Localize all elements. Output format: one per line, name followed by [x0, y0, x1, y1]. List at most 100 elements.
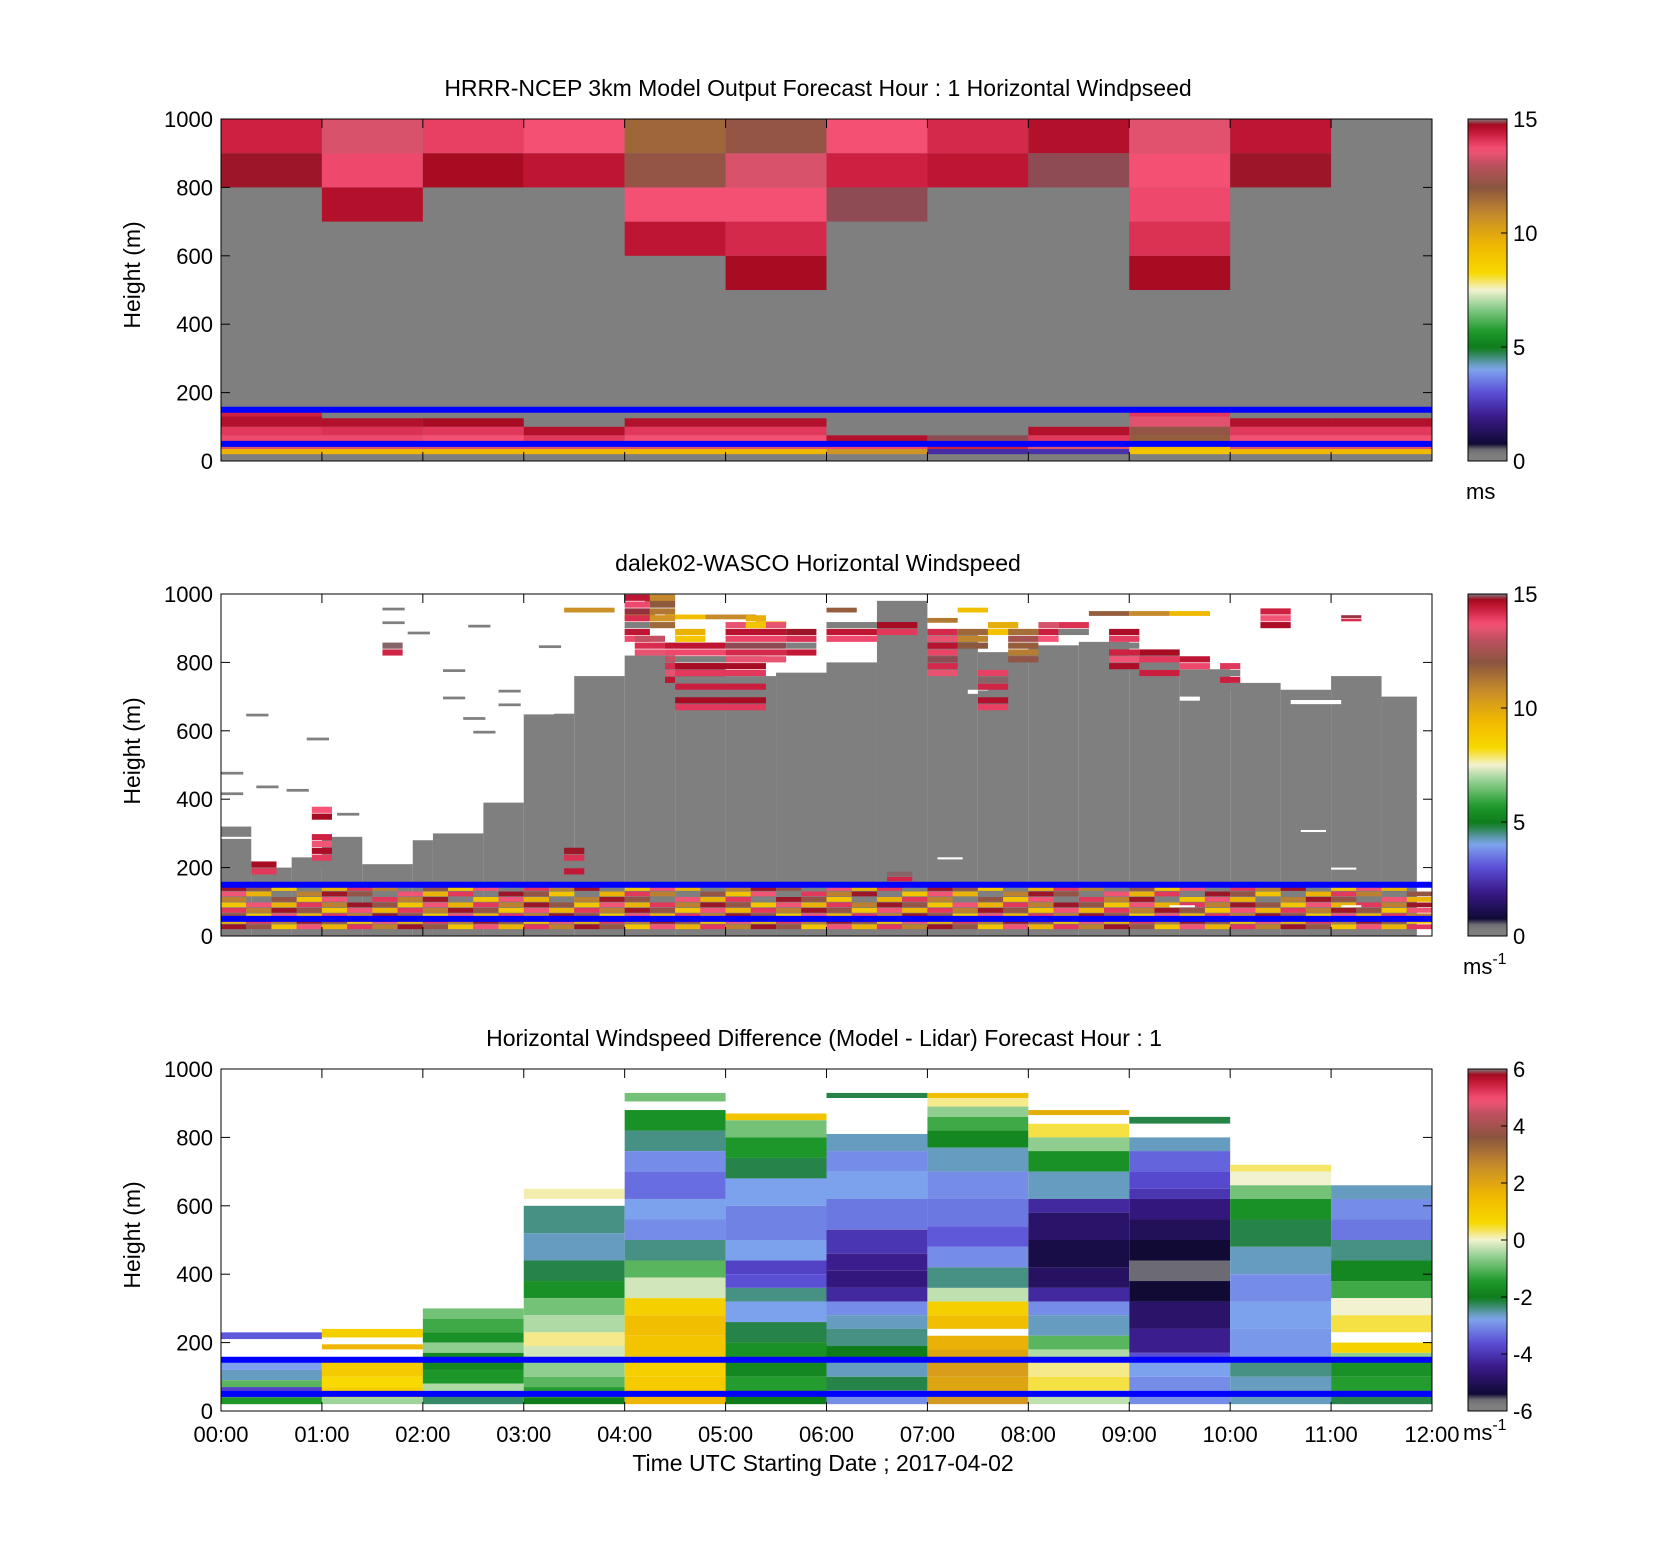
heatmap-cell	[1053, 891, 1079, 897]
colorbar-tick-label: 2	[1513, 1171, 1525, 1196]
heatmap-cell	[1104, 907, 1130, 913]
heatmap-cell	[725, 1113, 827, 1121]
heatmap-cell	[1109, 656, 1140, 663]
heatmap-cell	[725, 221, 827, 256]
heatmap-cell	[776, 886, 802, 891]
heatmap-cell	[725, 886, 751, 891]
heatmap-cell	[624, 615, 650, 622]
heatmap-cell	[564, 854, 585, 861]
heatmap-cell	[876, 628, 918, 636]
heatmap-cell	[523, 1376, 625, 1388]
heatmap-cell	[952, 886, 978, 891]
heatmap-cell	[1104, 924, 1130, 930]
heatmap-cell	[321, 1328, 423, 1338]
heatmap-cell	[1305, 913, 1332, 919]
heatmap-cell	[902, 913, 928, 919]
heatmap-cell	[1139, 656, 1180, 663]
heatmap-cell	[1230, 1359, 1332, 1377]
heatmap-cell	[221, 1397, 322, 1405]
heatmap-cell	[1169, 611, 1210, 616]
heatmap-cell	[422, 418, 524, 427]
heatmap-cell	[523, 1205, 625, 1234]
heatmap-cell	[1230, 924, 1256, 930]
heatmap-cell	[1255, 924, 1281, 930]
heatmap-cell	[1331, 1198, 1432, 1220]
heatmap-cell	[422, 426, 524, 436]
heatmap-cell	[564, 875, 585, 882]
heatmap-cell	[1003, 891, 1029, 897]
heatmap-cell	[422, 119, 524, 154]
heatmap-cell	[1381, 907, 1407, 913]
heatmap-cell	[221, 416, 322, 427]
heatmap-cell	[1204, 907, 1231, 913]
heatmap-cell	[1230, 435, 1332, 444]
heatmap-cell	[1331, 1315, 1432, 1333]
colorbar-tick-label: 0	[1513, 449, 1525, 474]
heatmap-cell	[1179, 913, 1205, 919]
heatmap-cell	[448, 891, 474, 897]
heatmap-cell	[1003, 924, 1029, 930]
heatmap-cell	[826, 1376, 928, 1391]
heatmap-cell	[876, 886, 903, 891]
heatmap-cell	[1078, 913, 1105, 919]
heatmap-cell	[422, 449, 524, 455]
colorbar-tick-label: 10	[1513, 696, 1537, 721]
heatmap-cell	[725, 1301, 827, 1323]
heatmap-cell	[624, 187, 726, 222]
heatmap-cell	[1260, 615, 1291, 622]
heatmap-cell	[624, 119, 726, 154]
colorbar-unit-label: ms-1	[1463, 951, 1507, 979]
heatmap-cell	[927, 153, 1029, 188]
heatmap-cell	[1230, 897, 1256, 902]
heatmap-cell	[1028, 1110, 1130, 1116]
heatmap-cell	[1058, 622, 1089, 629]
heatmap-cell	[1381, 902, 1407, 908]
heatmap-cell	[725, 649, 787, 656]
heatmap-cell	[927, 1376, 1029, 1391]
heatmap-cell	[564, 847, 585, 854]
heatmap-cell	[448, 886, 474, 891]
heatmap-cell	[1280, 907, 1306, 913]
heatmap-cell	[1230, 1274, 1332, 1302]
data-gap	[221, 1346, 322, 1360]
panel-lidar: dalek02-WASCO Horizontal Windspeed 0 200 4…	[119, 550, 1537, 979]
heatmap-cell	[826, 635, 877, 642]
heatmap-cell	[221, 886, 247, 891]
heatmap-cell	[523, 1359, 625, 1377]
heatmap-cell	[523, 897, 549, 902]
heatmap-cell	[1003, 907, 1029, 913]
heatmap-cell	[927, 1171, 1029, 1199]
heatmap-cell	[624, 1151, 726, 1172]
heatmap-cell	[705, 614, 756, 620]
heatmap-cell	[221, 119, 322, 154]
colorbar-tick-label: 10	[1513, 221, 1537, 246]
heatmap-cell	[927, 1267, 1029, 1288]
heatmap-cell	[1003, 902, 1029, 908]
heatmap-cell	[927, 663, 958, 670]
heatmap-cell	[221, 924, 247, 930]
heatmap-cell	[851, 913, 877, 919]
heatmap-cell	[1341, 615, 1362, 618]
heatmap-cell	[1331, 1352, 1432, 1360]
heatmap-cell	[624, 902, 650, 908]
heatmap-cell	[1331, 924, 1357, 930]
heatmap-cell	[548, 886, 575, 891]
heatmap-cell	[675, 902, 701, 908]
heatmap-cell	[1406, 913, 1432, 919]
heatmap-cell	[397, 897, 423, 902]
y-tick-label: 0	[201, 924, 213, 949]
heatmap-cell	[665, 642, 726, 649]
heatmap-cell	[801, 897, 827, 902]
data-gap	[1290, 700, 1321, 705]
heatmap-cell	[927, 656, 958, 663]
heatmap-cell	[750, 886, 777, 891]
missing-data-strip	[306, 737, 329, 741]
heatmap-cell	[548, 913, 575, 919]
heatmap-cell	[876, 902, 903, 908]
heatmap-cell	[1331, 897, 1357, 902]
heatmap-cell	[826, 187, 928, 222]
heatmap-cell	[1356, 913, 1382, 919]
heatmap-cell	[1028, 907, 1054, 913]
heatmap-cell	[321, 418, 423, 427]
heatmap-cell	[725, 1342, 827, 1360]
